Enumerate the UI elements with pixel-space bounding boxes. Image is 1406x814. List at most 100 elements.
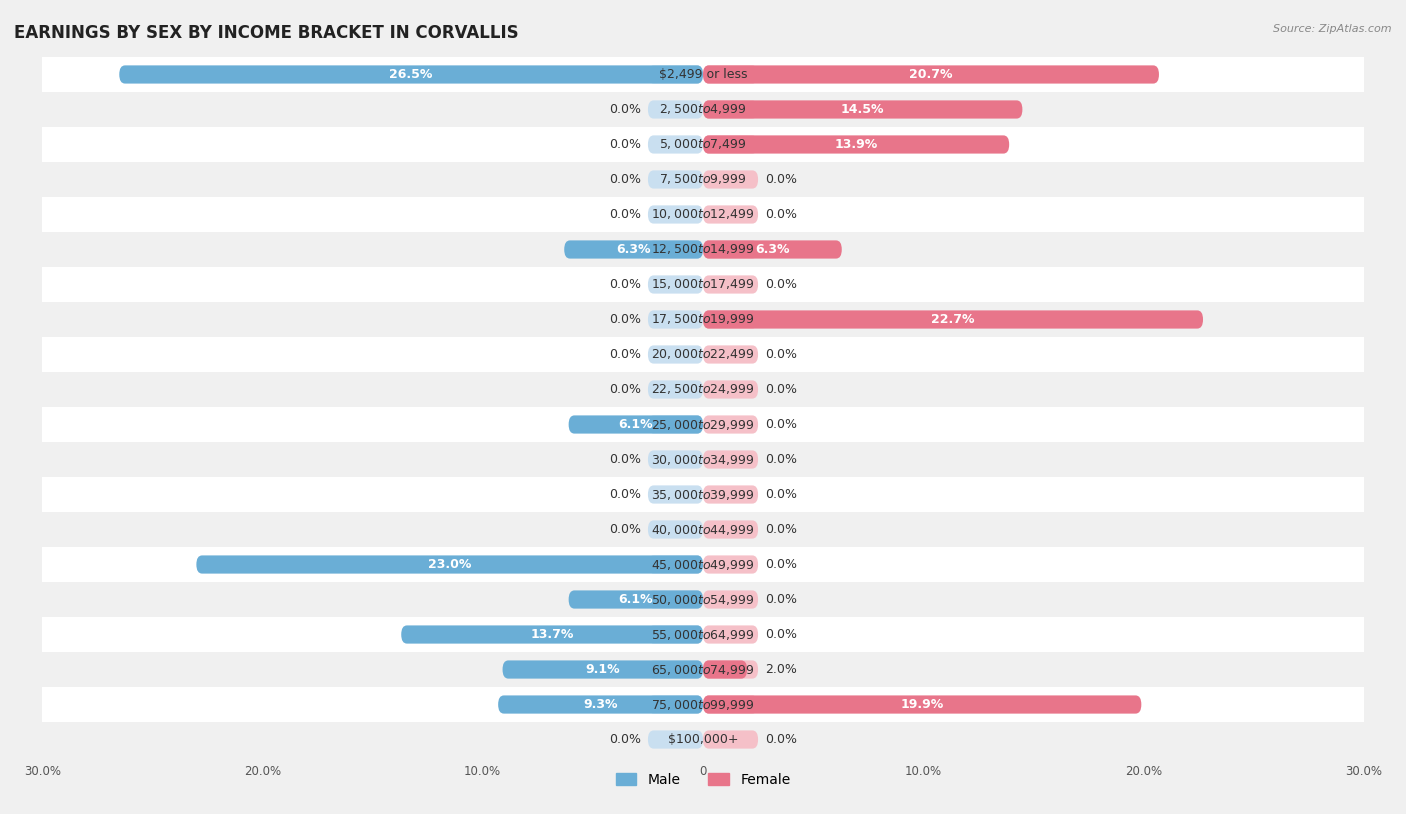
Text: $65,000 to $74,999: $65,000 to $74,999 [651, 663, 755, 676]
FancyBboxPatch shape [648, 170, 703, 189]
FancyBboxPatch shape [502, 660, 703, 679]
FancyBboxPatch shape [648, 695, 703, 714]
Text: 23.0%: 23.0% [427, 558, 471, 571]
Text: 0.0%: 0.0% [609, 103, 641, 116]
FancyBboxPatch shape [703, 485, 758, 504]
Text: $45,000 to $49,999: $45,000 to $49,999 [651, 558, 755, 571]
FancyBboxPatch shape [703, 240, 758, 259]
Text: 19.9%: 19.9% [901, 698, 943, 711]
FancyBboxPatch shape [648, 520, 703, 539]
Text: 22.7%: 22.7% [931, 313, 974, 326]
FancyBboxPatch shape [120, 65, 703, 84]
FancyBboxPatch shape [703, 695, 758, 714]
Text: 0.0%: 0.0% [765, 348, 797, 361]
Text: 9.1%: 9.1% [585, 663, 620, 676]
Bar [42, 617, 1364, 652]
FancyBboxPatch shape [703, 65, 1159, 84]
Bar [42, 687, 1364, 722]
FancyBboxPatch shape [703, 415, 758, 434]
Text: 20.7%: 20.7% [910, 68, 953, 81]
Text: $40,000 to $44,999: $40,000 to $44,999 [651, 523, 755, 536]
Text: $7,500 to $9,999: $7,500 to $9,999 [659, 173, 747, 186]
FancyBboxPatch shape [648, 450, 703, 469]
FancyBboxPatch shape [648, 730, 703, 749]
Bar [42, 337, 1364, 372]
FancyBboxPatch shape [703, 695, 1142, 714]
FancyBboxPatch shape [648, 555, 703, 574]
FancyBboxPatch shape [703, 275, 758, 294]
Bar [42, 652, 1364, 687]
FancyBboxPatch shape [703, 240, 842, 259]
Text: 0.0%: 0.0% [609, 173, 641, 186]
FancyBboxPatch shape [703, 555, 758, 574]
Text: 0.0%: 0.0% [609, 348, 641, 361]
FancyBboxPatch shape [703, 65, 758, 84]
Bar [42, 722, 1364, 757]
Text: 0.0%: 0.0% [609, 208, 641, 221]
FancyBboxPatch shape [703, 170, 758, 189]
Bar [42, 477, 1364, 512]
Text: $2,500 to $4,999: $2,500 to $4,999 [659, 103, 747, 116]
Text: 0.0%: 0.0% [609, 138, 641, 151]
Text: 6.3%: 6.3% [616, 243, 651, 256]
Text: $75,000 to $99,999: $75,000 to $99,999 [651, 698, 755, 711]
Text: 0.0%: 0.0% [765, 208, 797, 221]
FancyBboxPatch shape [197, 555, 703, 574]
Text: 26.5%: 26.5% [389, 68, 433, 81]
FancyBboxPatch shape [703, 520, 758, 539]
Text: 0.0%: 0.0% [765, 278, 797, 291]
FancyBboxPatch shape [648, 135, 703, 154]
Bar [42, 442, 1364, 477]
Text: 0.0%: 0.0% [765, 418, 797, 431]
FancyBboxPatch shape [703, 205, 758, 224]
Text: $5,000 to $7,499: $5,000 to $7,499 [659, 138, 747, 151]
FancyBboxPatch shape [703, 660, 747, 679]
Text: 0.0%: 0.0% [765, 593, 797, 606]
Text: 0.0%: 0.0% [609, 733, 641, 746]
Text: 0.0%: 0.0% [765, 488, 797, 501]
Text: 0.0%: 0.0% [609, 523, 641, 536]
Bar [42, 232, 1364, 267]
Text: 9.3%: 9.3% [583, 698, 617, 711]
FancyBboxPatch shape [498, 695, 703, 714]
FancyBboxPatch shape [648, 100, 703, 119]
Bar [42, 407, 1364, 442]
FancyBboxPatch shape [648, 625, 703, 644]
FancyBboxPatch shape [703, 660, 758, 679]
Bar [42, 197, 1364, 232]
FancyBboxPatch shape [648, 380, 703, 399]
Text: $25,000 to $29,999: $25,000 to $29,999 [651, 418, 755, 431]
Text: Source: ZipAtlas.com: Source: ZipAtlas.com [1274, 24, 1392, 34]
FancyBboxPatch shape [648, 310, 703, 329]
Bar [42, 512, 1364, 547]
FancyBboxPatch shape [648, 65, 703, 84]
Text: $12,500 to $14,999: $12,500 to $14,999 [651, 243, 755, 256]
Text: 6.1%: 6.1% [619, 418, 654, 431]
Bar [42, 162, 1364, 197]
FancyBboxPatch shape [703, 345, 758, 364]
Text: 0.0%: 0.0% [609, 383, 641, 396]
FancyBboxPatch shape [648, 590, 703, 609]
Bar [42, 127, 1364, 162]
FancyBboxPatch shape [703, 450, 758, 469]
FancyBboxPatch shape [648, 205, 703, 224]
Text: 0.0%: 0.0% [609, 278, 641, 291]
Bar [42, 92, 1364, 127]
FancyBboxPatch shape [648, 240, 703, 259]
Bar [42, 547, 1364, 582]
FancyBboxPatch shape [564, 240, 703, 259]
FancyBboxPatch shape [568, 590, 703, 609]
Text: 0.0%: 0.0% [765, 733, 797, 746]
FancyBboxPatch shape [703, 590, 758, 609]
Bar [42, 582, 1364, 617]
FancyBboxPatch shape [703, 310, 1204, 329]
Text: 13.9%: 13.9% [835, 138, 877, 151]
Text: $22,500 to $24,999: $22,500 to $24,999 [651, 383, 755, 396]
Bar [42, 302, 1364, 337]
Text: 2.0%: 2.0% [765, 663, 797, 676]
FancyBboxPatch shape [648, 485, 703, 504]
Text: 0.0%: 0.0% [765, 453, 797, 466]
Text: 0.0%: 0.0% [765, 383, 797, 396]
FancyBboxPatch shape [703, 310, 758, 329]
Text: 0.0%: 0.0% [765, 173, 797, 186]
